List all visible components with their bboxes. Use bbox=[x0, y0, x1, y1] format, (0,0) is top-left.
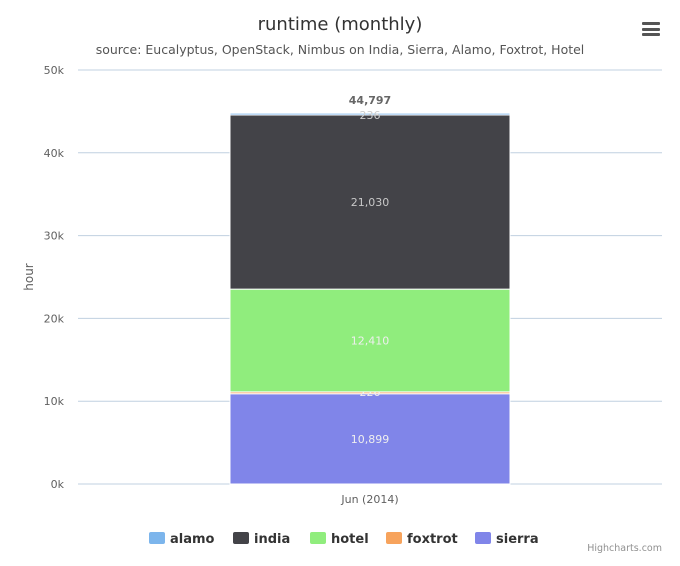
legend-label-sierra[interactable]: sierra bbox=[496, 532, 539, 547]
legend-label-foxtrot[interactable]: foxtrot bbox=[407, 532, 458, 547]
legend-swatch-foxtrot[interactable] bbox=[386, 532, 402, 544]
data-label: 12,410 bbox=[351, 335, 390, 348]
legend-label-india[interactable]: india bbox=[254, 532, 290, 547]
data-label: 10,899 bbox=[351, 433, 390, 446]
hamburger-menu-icon[interactable] bbox=[642, 22, 660, 36]
x-tick-label: Jun (2014) bbox=[340, 493, 398, 506]
legend-label-alamo[interactable]: alamo bbox=[170, 532, 215, 547]
chart-subtitle: source: Eucalyptus, OpenStack, Nimbus on… bbox=[95, 42, 585, 57]
legend-label-hotel[interactable]: hotel bbox=[331, 532, 369, 547]
legend-swatch-sierra[interactable] bbox=[475, 532, 491, 544]
bar-india[interactable] bbox=[229, 114, 511, 290]
legend-swatch-india[interactable] bbox=[233, 532, 249, 544]
legend-swatch-hotel[interactable] bbox=[310, 532, 326, 544]
data-label: 21,030 bbox=[351, 196, 390, 209]
chart-title: runtime (monthly) bbox=[257, 14, 423, 35]
stack-total-label: 44,797 bbox=[349, 94, 391, 107]
y-tick-label: 50k bbox=[44, 64, 65, 77]
legend-swatch-alamo[interactable] bbox=[149, 532, 165, 544]
bar-alamo[interactable] bbox=[229, 112, 511, 116]
y-tick-label: 40k bbox=[44, 147, 65, 160]
y-tick-label: 20k bbox=[44, 312, 65, 325]
y-tick-label: 0k bbox=[51, 478, 65, 491]
credits-link[interactable]: Highcharts.com bbox=[587, 543, 662, 554]
y-axis-title: hour bbox=[22, 263, 36, 291]
bar-sierra[interactable] bbox=[229, 393, 511, 485]
y-tick-label: 10k bbox=[44, 395, 65, 408]
y-tick-label: 30k bbox=[44, 230, 65, 243]
data-label: 236 bbox=[360, 109, 381, 122]
